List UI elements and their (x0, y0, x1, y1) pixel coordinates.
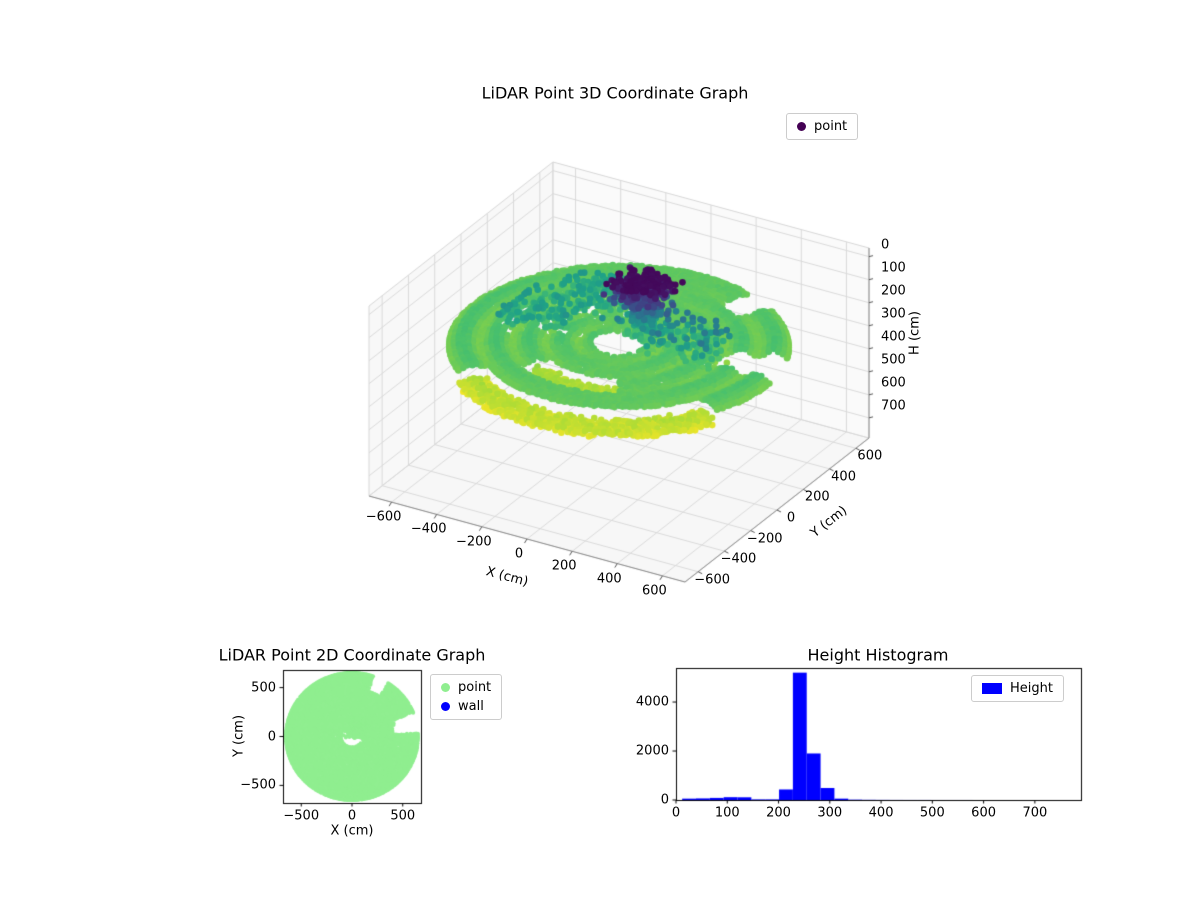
chart2d-y-tick-label: −500 (240, 777, 276, 793)
chart2d-legend: point wall (430, 674, 503, 720)
chart3d-x-tick-label: −200 (455, 534, 492, 550)
chart2d-ylabel: Y (cm) (231, 714, 247, 758)
chart3d-z-tick-label: 0 (881, 237, 890, 253)
chart2d-x-tick-label: 500 (390, 808, 416, 824)
wall-marker-icon (441, 702, 450, 711)
chart2d-xlabel: X (cm) (330, 823, 374, 839)
point-marker-icon (441, 683, 450, 692)
point-marker-icon (797, 122, 806, 131)
hist-x-tick-label: 400 (868, 805, 894, 821)
chart3d-y-tick-label: 200 (804, 489, 830, 505)
chart3d-z-tick-label: 700 (881, 398, 906, 414)
chart3d-y-tick-label: −600 (694, 572, 730, 588)
legend-item-point: point (797, 119, 847, 134)
chart3d-y-tick-label: 0 (786, 510, 796, 526)
hist-x-tick-label: 100 (714, 805, 740, 821)
chart3d-y-tick-label: 400 (831, 469, 856, 485)
chart2d-y-tick-label: 0 (267, 729, 276, 744)
hist-x-tick-label: 500 (919, 805, 945, 821)
chart3d-y-tick-label: 600 (857, 448, 883, 464)
chart3d-zlabel: H (cm) (907, 311, 923, 355)
legend-label-height: Height (1010, 681, 1053, 696)
chart3d-z-tick-label: 500 (881, 352, 906, 368)
hist-y-tick-label: 2000 (635, 743, 669, 759)
chart3d-z-tick-label: 300 (881, 306, 906, 322)
chart3d-x-tick-label: −600 (365, 509, 402, 525)
chart2d-x-tick-label: −500 (283, 808, 320, 824)
chart3d-x-tick-label: −400 (410, 521, 447, 537)
chart3d-z-tick-label: 600 (881, 375, 906, 391)
chart3d-title: LiDAR Point 3D Coordinate Graph (481, 83, 749, 103)
height-bar-swatch-icon (982, 683, 1002, 694)
hist-x-tick-label: 300 (817, 805, 843, 821)
hist-legend: Height (971, 675, 1064, 702)
legend-item-wall: wall (441, 699, 491, 714)
hist-x-tick-label: 600 (971, 805, 997, 821)
chart3d-y-tick-label: −400 (720, 551, 757, 567)
chart3d-z-tick-label: 100 (881, 260, 906, 276)
hist-y-tick-label: 4000 (635, 694, 669, 710)
chart3d-z-tick-label: 200 (881, 283, 906, 299)
hist-x-tick-label: 700 (1022, 805, 1048, 821)
chart3d-x-tick-label: 0 (514, 546, 524, 562)
legend-label-wall: wall (458, 699, 484, 714)
hist-y-tick-label: 0 (660, 792, 669, 808)
chart3d-legend: point (786, 113, 859, 140)
chart3d-x-tick-label: 400 (596, 571, 622, 587)
chart3d-x-tick-label: 200 (551, 558, 577, 574)
legend-label-point: point (814, 119, 848, 134)
legend-label-point: point (458, 680, 492, 695)
chart3d-x-tick-label: 600 (642, 583, 667, 599)
chart2d-title: LiDAR Point 2D Coordinate Graph (218, 645, 486, 665)
hist-x-tick-label: 0 (671, 805, 681, 821)
hist-x-tick-label: 200 (766, 805, 791, 821)
chart3d-z-tick-label: 400 (881, 329, 906, 345)
chart2d-y-tick-label: 500 (251, 680, 276, 696)
chart2d-x-tick-label: 0 (347, 808, 357, 824)
legend-item-point: point (441, 680, 491, 695)
hist-title: Height Histogram (807, 645, 949, 665)
chart3d-y-tick-label: −200 (746, 531, 783, 547)
legend-item-height: Height (982, 681, 1053, 696)
